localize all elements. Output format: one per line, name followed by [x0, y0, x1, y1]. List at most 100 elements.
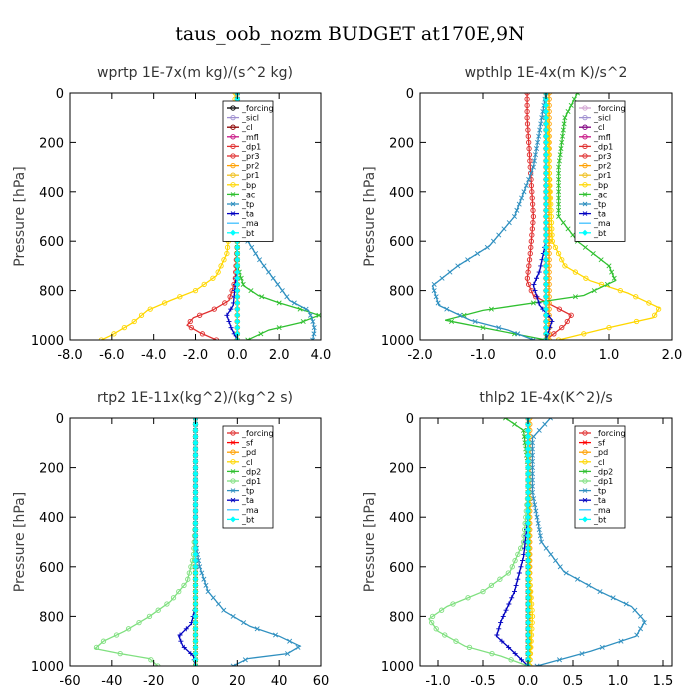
data-point	[533, 508, 539, 514]
data-point	[234, 275, 241, 282]
data-point	[525, 594, 531, 601]
y-tick-label: 400	[39, 511, 64, 526]
data-point	[543, 170, 549, 177]
data-point	[431, 288, 437, 294]
data-point	[539, 115, 545, 121]
data-point	[188, 324, 194, 331]
data-point	[618, 638, 624, 644]
data-point	[609, 269, 615, 275]
series-line	[194, 418, 302, 666]
y-tick-label: 800	[39, 610, 64, 625]
data-point	[604, 281, 610, 287]
y-tick-label: 800	[39, 285, 64, 300]
legend-label: _sf	[241, 439, 253, 448]
data-point	[526, 281, 532, 288]
legend-label: _ta	[241, 210, 254, 219]
legend-marker	[582, 182, 588, 188]
legend-marker	[230, 478, 236, 484]
y-tick-label: 0	[56, 412, 64, 427]
data-point	[496, 626, 502, 632]
data-point	[472, 318, 478, 324]
data-point	[536, 427, 542, 433]
series-bp	[98, 93, 238, 340]
data-point	[192, 625, 199, 632]
data-point	[254, 626, 260, 632]
y-axis-label: Pressure [hPa]	[12, 492, 28, 592]
data-point	[633, 294, 639, 300]
data-point	[177, 632, 183, 638]
data-point	[192, 551, 199, 558]
data-point	[542, 421, 548, 427]
data-point	[525, 446, 531, 452]
data-point	[234, 287, 241, 294]
data-point	[543, 250, 549, 257]
legend-marker	[582, 440, 588, 445]
data-point	[205, 589, 211, 595]
data-point	[543, 139, 549, 146]
y-tick-label: 400	[39, 186, 64, 201]
data-point	[253, 251, 259, 257]
legend-marker	[230, 153, 236, 159]
data-point	[610, 595, 616, 601]
legend: _forcing_sicl_cl_mfl_dp1_pr3_pr2_pr1_bp_…	[574, 100, 626, 242]
x-tick-label: -4.0	[141, 348, 166, 363]
data-point	[234, 269, 241, 276]
data-point	[242, 657, 248, 663]
data-point	[531, 496, 537, 502]
data-point	[192, 601, 199, 607]
data-point	[637, 613, 644, 619]
data-point	[525, 607, 531, 614]
series-tp	[529, 418, 647, 666]
legend-marker	[582, 469, 588, 474]
data-point	[234, 281, 241, 288]
legend-label: _ac	[593, 190, 607, 199]
x-tick-label: 4.0	[311, 348, 332, 363]
legend-marker	[230, 134, 236, 140]
x-tick-label: -20	[143, 674, 164, 689]
data-point	[509, 595, 515, 601]
data-point	[611, 275, 617, 281]
x-tick-label: 0.0	[227, 348, 248, 363]
plot-area	[428, 418, 647, 666]
data-point	[543, 262, 549, 269]
data-point	[617, 287, 623, 294]
data-point	[590, 251, 596, 257]
legend-label: _ma	[593, 506, 611, 515]
data-point	[192, 483, 199, 490]
legend-label: _pr3	[593, 152, 611, 161]
data-point	[535, 520, 541, 526]
y-axis-label: Pressure [hPa]	[12, 166, 28, 266]
data-point	[210, 275, 216, 281]
y-tick-label: 1000	[31, 660, 64, 675]
data-point	[285, 651, 291, 657]
data-point	[450, 601, 456, 607]
data-point	[490, 238, 497, 244]
data-point	[530, 164, 536, 170]
data-point	[234, 318, 241, 325]
y-tick-label: 0	[406, 412, 414, 427]
data-point	[228, 325, 234, 331]
legend-label: _mfl	[593, 133, 611, 142]
x-tick-label: -1.0	[470, 348, 495, 363]
data-point	[556, 176, 562, 182]
legend-marker	[582, 124, 588, 130]
data-point	[192, 495, 199, 502]
data-point	[192, 613, 199, 620]
data-point	[529, 440, 536, 446]
data-point	[192, 638, 199, 645]
legend-marker	[582, 143, 588, 150]
legend-label: _sicl	[593, 114, 611, 123]
data-point	[543, 312, 549, 319]
data-point	[536, 527, 542, 533]
data-point	[529, 232, 535, 238]
data-point	[148, 657, 154, 663]
y-tick-label: 200	[389, 462, 414, 477]
legend: _forcing_sf_pd_cl_dp2_dp1_tp_ta_ma_bt	[222, 425, 274, 529]
data-point	[230, 613, 236, 619]
plot-frame	[69, 92, 322, 341]
data-point	[527, 250, 533, 257]
data-point	[529, 458, 536, 464]
data-point	[453, 638, 459, 644]
data-point	[548, 220, 555, 226]
data-point	[192, 607, 199, 614]
